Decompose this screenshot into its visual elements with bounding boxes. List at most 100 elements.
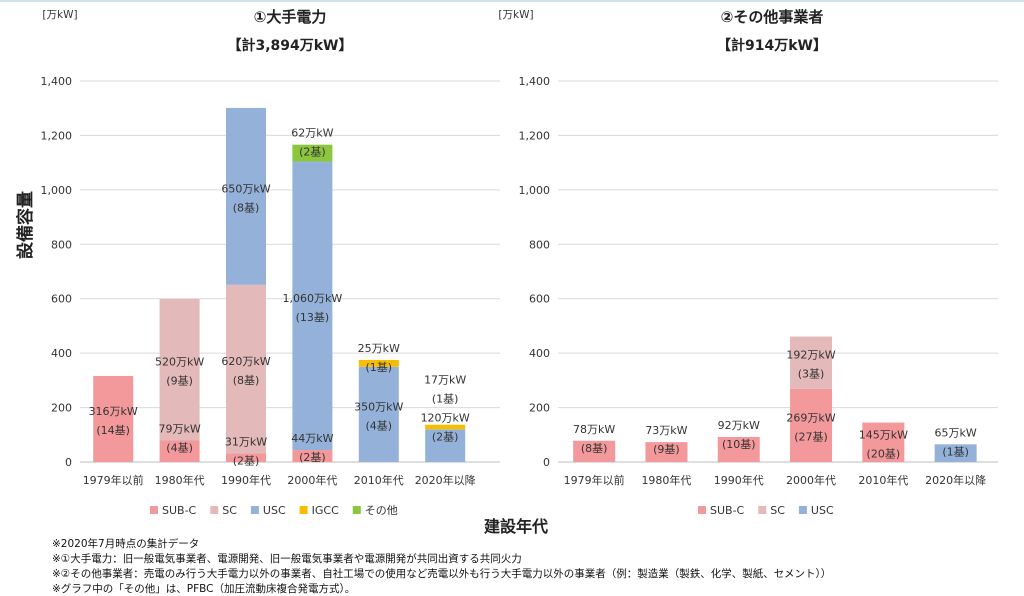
- bar-IGCC: [358, 359, 399, 367]
- top-divider: [0, 0, 1024, 2]
- legend-swatch: [150, 506, 158, 514]
- bar-USC: [226, 107, 266, 285]
- data-label-count: (2基): [299, 146, 326, 159]
- legend-label: その他: [365, 504, 398, 517]
- y-axis-title: 設備容量: [15, 191, 36, 259]
- chart-1: ①大手電力【計3,894万kW】 [万kW] 0 200 400 600 800 1,000 1…: [41, 8, 500, 517]
- bar-SC: [790, 336, 833, 389]
- bar-SC: [226, 284, 266, 454]
- legend-label: USC: [811, 504, 834, 517]
- y-tick-label: 1,200: [519, 129, 551, 142]
- data-label-value: 73万kW: [645, 424, 687, 437]
- legend-label: SUB-C: [162, 504, 197, 517]
- legend-swatch: [758, 506, 767, 514]
- unit-label: [万kW]: [498, 9, 533, 21]
- bar-SUB-C: [226, 453, 266, 462]
- data-label-value: 269万kW: [786, 411, 835, 424]
- y-tick-label: 1,400: [519, 75, 551, 88]
- data-label-value: 316万kW: [89, 405, 138, 418]
- y-tick-label: 0: [65, 456, 72, 469]
- data-label-count: (4基): [366, 419, 393, 432]
- legend-label: SC: [770, 504, 785, 517]
- note-3: ※②その他事業者：売電のみ行う大手電力以外の事業者、自社工場での使用など売電以外…: [52, 568, 832, 580]
- bar-USC: [934, 444, 977, 462]
- data-label-count: (9基): [653, 443, 680, 456]
- legend-swatch: [250, 506, 259, 514]
- data-label-count: (10基): [722, 438, 756, 451]
- legend-label: SC: [222, 504, 237, 517]
- bar-その他: [292, 144, 333, 162]
- y-tick-label: 200: [529, 402, 550, 415]
- data-label-value: 25万kW: [358, 342, 400, 355]
- note-4: ※グラフ中の「その他」は、PFBC（加圧流動床複合発電方式）。: [52, 583, 356, 595]
- bar-USC: [292, 161, 333, 451]
- data-label-count: (9基): [166, 375, 193, 388]
- data-label-value: 17万kW: [424, 373, 466, 386]
- x-tick-label: 2010年代: [354, 473, 404, 487]
- bar-SUB-C: [292, 450, 333, 462]
- data-label-count: (2基): [233, 455, 260, 468]
- chart-title: ②その他事業者: [721, 8, 824, 26]
- legend-label: SUB-C: [710, 504, 745, 517]
- y-tick-label: 600: [51, 293, 72, 306]
- y-tick-label: 1,200: [41, 129, 73, 142]
- data-label-count: (3基): [798, 368, 825, 381]
- bar-SUB-C: [862, 422, 905, 462]
- x-tick-label: 2000年代: [287, 473, 337, 487]
- note-2: ※①大手電力：旧一般電気事業者、電源開発、旧一般電気事業者や電源開発が共同出資す…: [52, 553, 522, 565]
- data-label-count: (27基): [794, 430, 828, 443]
- x-tick-label: 2020年以降: [925, 473, 986, 487]
- data-label-count: (1基): [432, 392, 459, 405]
- bar-SUB-C: [717, 436, 760, 462]
- data-label-value: 78万kW: [573, 423, 615, 436]
- y-tick-label: 1,000: [41, 184, 73, 197]
- data-label-value: 1,060万kW: [283, 292, 343, 305]
- bar-SUB-C: [93, 376, 134, 462]
- y-tick-label: 1,400: [41, 75, 73, 88]
- bar-USC: [358, 366, 399, 462]
- y-tick-label: 200: [51, 402, 72, 415]
- bar-IGCC: [425, 424, 466, 430]
- chart-title: ①大手電力: [254, 8, 327, 26]
- data-label-value: 520万kW: [155, 356, 204, 369]
- x-tick-label: 2010年代: [858, 473, 908, 487]
- data-label-count: (8基): [233, 201, 260, 214]
- x-tick-label: 2020年以降: [415, 473, 476, 487]
- data-label-value: 620万kW: [221, 355, 270, 368]
- data-label-count: (13基): [296, 311, 330, 324]
- data-label-value: 145万kW: [859, 428, 908, 441]
- legend-swatch: [210, 506, 219, 514]
- data-label-count: (20基): [867, 447, 901, 460]
- legend-label: IGCC: [312, 504, 339, 517]
- data-label-count: (8基): [581, 442, 608, 455]
- chart-2: ②その他事業者【計914万kW】 [万kW] 0 200 400 600 800 1,000 1…: [498, 8, 998, 517]
- note-1: ※2020年7月時点の集計データ: [52, 538, 200, 550]
- data-label-count: (8基): [233, 374, 260, 387]
- data-label-count: (2基): [299, 451, 326, 464]
- bar-SUB-C: [573, 440, 616, 462]
- x-tick-label: 2000年代: [786, 473, 836, 487]
- bar-SC: [159, 298, 200, 441]
- x-tick-label: 1979年以前: [564, 473, 625, 487]
- data-label-value: 65万kW: [935, 426, 977, 439]
- data-label-value: 192万kW: [786, 349, 835, 362]
- bar-SUB-C: [790, 388, 833, 462]
- x-axis-title: 建設年代: [484, 517, 549, 536]
- y-tick-label: 0: [543, 456, 550, 469]
- chart-subtitle: 【計914万kW】: [717, 37, 827, 54]
- x-tick-label: 1979年以前: [83, 473, 144, 487]
- data-label-value: 79万kW: [158, 423, 200, 436]
- x-tick-label: 1990年代: [714, 473, 764, 487]
- legend-swatch: [798, 506, 807, 514]
- x-tick-label: 1980年代: [155, 473, 205, 487]
- y-tick-label: 1,000: [519, 184, 551, 197]
- y-tick-label: 800: [51, 238, 72, 251]
- data-label-value: 650万kW: [221, 182, 270, 195]
- data-label-count: (1基): [942, 445, 969, 458]
- data-label-count: (4基): [166, 442, 193, 455]
- legend-label: USC: [263, 504, 286, 517]
- data-label-value: 31万kW: [225, 436, 267, 449]
- bar-SUB-C: [645, 442, 688, 462]
- y-tick-label: 600: [529, 293, 550, 306]
- data-label-count: (14基): [96, 424, 130, 437]
